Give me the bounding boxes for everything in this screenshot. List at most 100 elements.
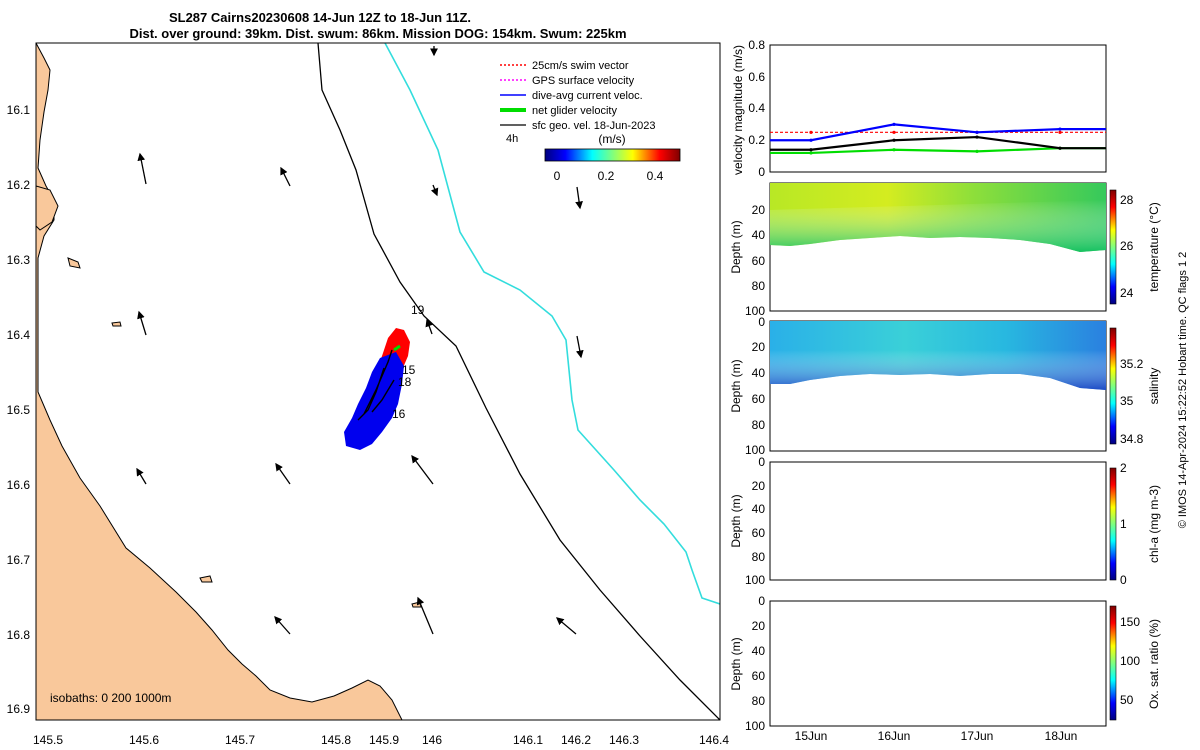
time-tick: 16Jun [878, 729, 911, 743]
geo-arrow [430, 184, 439, 197]
velocity-ytick: 0 [758, 165, 765, 179]
temp-cbar-tick: 24 [1120, 286, 1134, 300]
velocity-ytick: 0.6 [748, 70, 765, 84]
coastline-land [36, 43, 403, 720]
island-5 [111, 321, 122, 327]
legend-label-net: net glider velocity [532, 105, 617, 117]
figure-title-line2: Dist. over ground: 39km. Dist. swum: 86k… [129, 26, 626, 41]
lon-tick: 145.6 [129, 733, 159, 747]
velocity-point [1058, 146, 1062, 150]
temp-depth-tick: 80 [752, 279, 766, 293]
velocity-ytick: 0.4 [748, 101, 765, 115]
lat-tick: 16.9 [7, 702, 31, 716]
colorbar-tick: 0.4 [647, 169, 664, 183]
velocity-ytick: 0.2 [748, 133, 765, 147]
temperature-panel: 20 40 60 80 100 Depth (m) 28 26 24 tempe… [729, 182, 1161, 318]
geo-arrow [575, 186, 583, 210]
lon-tick: 145.9 [369, 733, 399, 747]
ox-depth-tick: 100 [745, 719, 765, 733]
lon-tick: 146.4 [699, 733, 729, 747]
velocity-point [975, 130, 979, 134]
ox-depth-tick: 0 [758, 594, 765, 608]
glider-track [344, 328, 410, 450]
map-legend: 25cm/s swim vector GPS surface velocity … [500, 60, 681, 183]
day-label: 19 [411, 303, 425, 317]
map-frame [35, 42, 721, 721]
sal-depth-tick: 40 [752, 366, 766, 380]
net-velocity-green [393, 344, 401, 352]
velocity-point [809, 151, 813, 155]
sal-cbar-tick: 34.8 [1120, 432, 1144, 446]
day-labels: 19 15 18 16 [392, 303, 425, 421]
sal-cbar-tick: 35.2 [1120, 357, 1144, 371]
geo-arrow [275, 462, 291, 485]
sal-cbar-label: salinity [1147, 368, 1161, 405]
geo-arrow [425, 318, 433, 335]
map-lat-ticks: 16.1 16.2 16.3 16.4 16.5 16.6 16.7 16.8 … [7, 103, 31, 716]
legend-label-current: dive-avg current veloc. [532, 90, 643, 102]
day-label: 16 [392, 407, 406, 421]
salinity-deep-layer [770, 350, 1106, 390]
ox-depth-tick: 20 [752, 619, 766, 633]
time-axis: 15Jun 16Jun 17Jun 18Jun [795, 729, 1078, 743]
geo-velocity-arrows [136, 46, 584, 635]
chla-cbar-tick: 2 [1120, 461, 1127, 475]
time-tick: 15Jun [795, 729, 828, 743]
lat-tick: 16.2 [7, 178, 31, 192]
map-lon-ticks: 145.5 145.6 145.7 145.8 145.9 146 146.1 … [33, 733, 729, 747]
lat-tick: 16.4 [7, 328, 31, 342]
lat-tick: 16.6 [7, 478, 31, 492]
island-1 [36, 185, 59, 231]
chla-cbar-tick: 0 [1120, 573, 1127, 587]
temp-depth-tick: 20 [752, 203, 766, 217]
salinity-panel: 0 20 40 60 80 100 Depth (m) 35.2 35 34.8… [729, 315, 1161, 457]
lat-tick: 16.3 [7, 253, 31, 267]
velocity-point [1058, 127, 1062, 131]
chla-ylabel: Depth (m) [729, 494, 743, 547]
lat-tick: 16.5 [7, 403, 31, 417]
ox-depth-tick: 80 [752, 694, 766, 708]
temp-depth-tick: 60 [752, 254, 766, 268]
chla-depth-tick: 80 [752, 550, 766, 564]
chla-depth-tick: 60 [752, 526, 766, 540]
island-3 [199, 575, 213, 583]
temp-cbar-tick: 28 [1120, 193, 1134, 207]
day-label: 15 [402, 363, 416, 377]
legend-label-gps: GPS surface velocity [532, 75, 635, 87]
ox-depth-tick: 40 [752, 644, 766, 658]
footer-credit: © IMOS 14-Apr-2024 15:22:52 Hobart time.… [1177, 252, 1189, 529]
temp-cbar-tick: 26 [1120, 239, 1134, 253]
legend-time-label: 4h [506, 133, 518, 145]
temp-ylabel: Depth (m) [729, 220, 743, 273]
lon-tick: 146.1 [513, 733, 543, 747]
isobath-legend: isobaths: 0 200 1000m [50, 691, 171, 705]
geo-arrow [280, 166, 291, 187]
sal-depth-tick: 100 [745, 443, 765, 457]
sal-cbar-tick: 35 [1120, 394, 1134, 408]
current-vectors-blue [344, 352, 404, 450]
ox-cbar-label: Ox. sat. ratio (%) [1147, 619, 1161, 709]
sal-depth-tick: 60 [752, 392, 766, 406]
ox-ylabel: Depth (m) [729, 637, 743, 690]
island-2 [67, 257, 81, 269]
chla-panel: 0 20 40 60 80 100 Depth (m) 2 1 0 chl-a … [729, 455, 1161, 587]
temp-cbar-label: temperature (°C) [1147, 202, 1161, 292]
velocity-point [809, 138, 813, 142]
velocity-point [892, 130, 896, 134]
velocity-point [975, 135, 979, 139]
temp-depth-tick: 100 [745, 304, 765, 318]
sal-depth-tick: 80 [752, 418, 766, 432]
sal-ylabel: Depth (m) [729, 359, 743, 412]
temperature-deep-layer [770, 200, 1106, 252]
lon-tick: 145.5 [33, 733, 63, 747]
velocity-series-line [770, 135, 1106, 151]
geo-arrow [274, 616, 291, 635]
velocity-point [809, 148, 813, 152]
lon-tick: 145.8 [321, 733, 351, 747]
ox-cbar-tick: 150 [1120, 615, 1140, 629]
lon-tick: 146.2 [561, 733, 591, 747]
track-black [357, 349, 395, 421]
velocity-ylabel: velocity magnitude (m/s) [731, 45, 745, 175]
ox-cbar-tick: 50 [1120, 693, 1134, 707]
